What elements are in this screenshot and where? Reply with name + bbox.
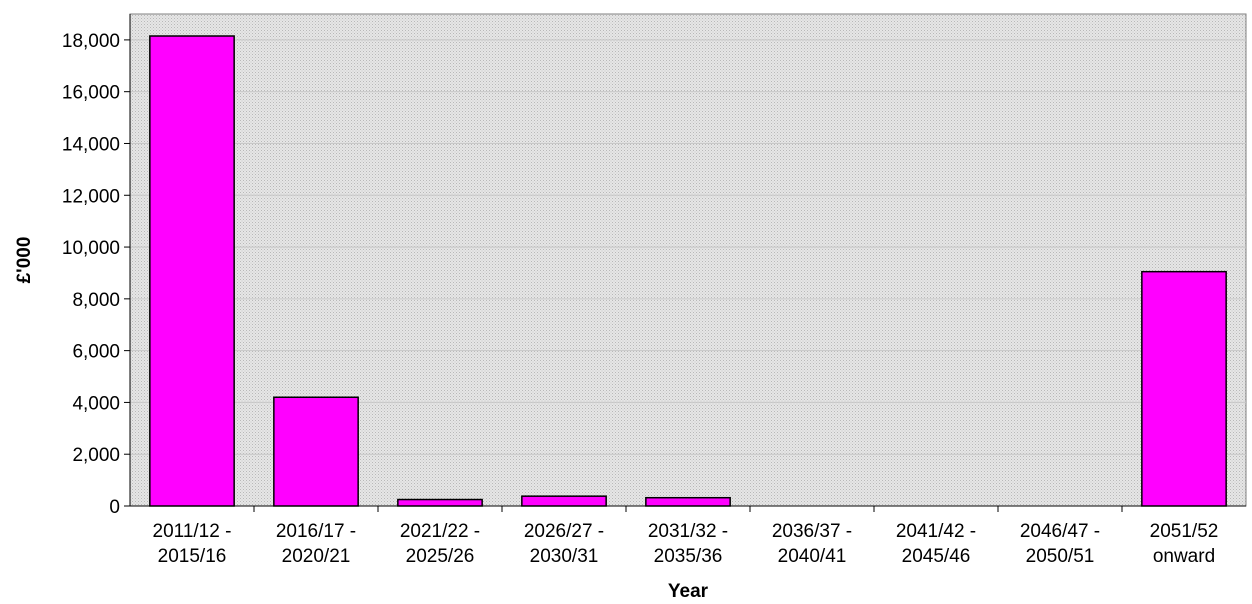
y-tick-label: 18,000 [62,31,120,52]
x-tick-label: 2041/42 - [896,521,976,542]
x-tick-label: 2016/17 - [276,521,356,542]
y-axis-title: £'000 [14,237,35,284]
x-tick-label: 2025/26 [406,546,475,567]
x-tick-label: 2040/41 [778,546,847,567]
x-tick-label: 2030/31 [530,546,599,567]
y-tick-label: 8,000 [72,290,120,311]
bar [521,495,607,507]
x-tick-label: 2011/12 - [153,521,232,542]
x-tick-label: 2050/51 [1026,546,1095,567]
y-tick-label: 14,000 [62,134,120,155]
x-tick-label: 2046/47 - [1020,521,1100,542]
y-tick-label: 12,000 [62,186,120,207]
y-tick-label: 0 [109,497,120,518]
y-tick-label: 16,000 [62,83,120,104]
x-tick-label: onward [1153,546,1215,567]
bars [149,35,1227,507]
x-tick-label: 2021/22 - [400,521,480,542]
x-axis-tick-labels: 2011/12 - 2015/16 2016/17 - 2020/21 2021/22 … [153,506,1219,567]
y-tick-label: 6,000 [72,342,120,363]
bar [645,496,731,507]
y-axis-ticks: 0 2,000 4,000 6,000 8,000 10,000 12,000 14,000 1… [62,31,130,518]
x-tick-label: 2051/52 [1150,521,1219,542]
x-tick-label: 2015/16 [158,546,227,567]
y-tick-label: 4,000 [72,393,120,414]
y-tick-label: 2,000 [72,445,120,466]
x-tick-label: 2031/32 - [648,521,728,542]
y-tick-label: 10,000 [62,238,120,259]
bar [273,396,359,507]
bar [1141,270,1227,507]
x-tick-label: 2036/37 - [772,521,852,542]
x-axis-title: Year [668,581,709,602]
x-tick-label: 2035/36 [654,546,723,567]
x-tick-label: 2026/27 - [524,521,604,542]
bar [149,35,235,507]
x-tick-label: 2020/21 [282,546,351,567]
bar [397,498,483,507]
x-tick-label: 2045/46 [902,546,971,567]
